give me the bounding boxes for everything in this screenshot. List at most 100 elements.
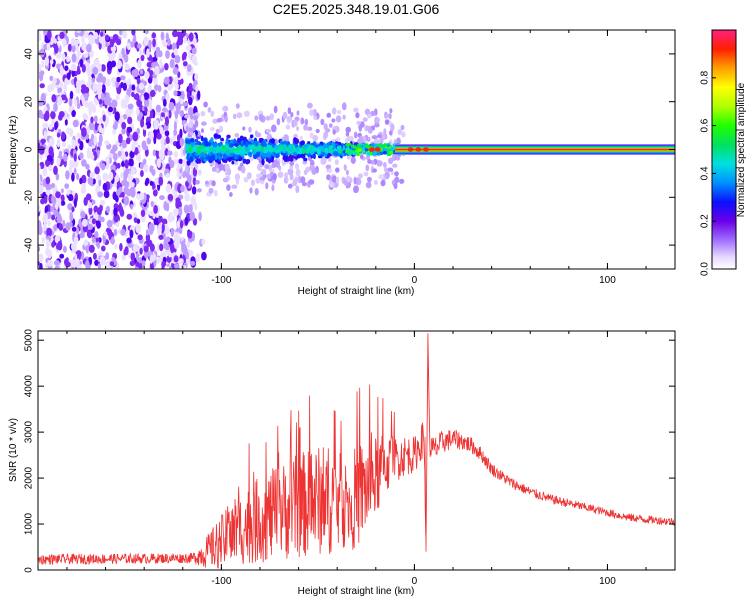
spectrogram-cell (269, 113, 274, 121)
spectrogram-cell (66, 127, 71, 135)
spectrogram-cell (154, 84, 159, 91)
spectrogram-cell (198, 146, 204, 150)
spectrogram-cell (160, 31, 165, 41)
spectrogram-cell (62, 245, 67, 253)
spectrogram-cell (113, 207, 118, 217)
spectrogram-cell (85, 259, 90, 269)
spectrogram-cell (116, 189, 121, 197)
spectrogram-cell (38, 184, 44, 195)
spectrogram-cell (88, 75, 92, 82)
spectrogram-cell (266, 144, 272, 149)
spectrogram-cell (271, 184, 275, 192)
spectrogram-cell (249, 134, 254, 139)
spectrogram-cell (342, 114, 346, 120)
spectrogram-cell (186, 64, 192, 72)
spectrogram-cell (379, 151, 384, 156)
spectrogram-cell (296, 110, 300, 116)
spectrogram-cell (165, 136, 170, 145)
spectrogram-cell (185, 45, 192, 52)
spectrogram-cell (287, 107, 291, 115)
spectrogram-cell (241, 166, 246, 174)
spectrogram-cell (136, 77, 141, 85)
spectrogram-cell (43, 213, 48, 221)
spectrogram-cell (303, 124, 308, 131)
spectrogram-cell (62, 38, 67, 48)
spectrogram-cell (353, 176, 357, 185)
spectrogram-cell (152, 149, 156, 157)
spectrogram-cell (159, 126, 164, 135)
spectrogram-cell (38, 246, 41, 252)
spectrogram-cell (85, 163, 90, 170)
spectrogram-cell (313, 115, 318, 121)
spectrogram-cell (159, 151, 165, 161)
snr-x-label: Height of straight line (km) (298, 586, 415, 597)
spectrogram-cell (79, 152, 84, 160)
spectrogram-cell (296, 146, 300, 152)
spectrogram-cell (114, 111, 120, 122)
spectrogram-cell (182, 246, 188, 256)
spectrogram-cell (97, 63, 102, 73)
spectrogram-cell (292, 178, 298, 187)
spectrogram-cell (45, 239, 50, 249)
spectrogram-cell (210, 110, 215, 118)
spectrogram-cell (141, 260, 146, 268)
spectrogram-cell (124, 159, 129, 169)
spectrogram-cell (43, 130, 48, 141)
spectrogram-cell (122, 30, 128, 39)
spectrogram-cell (333, 151, 339, 157)
spectrogram-cell (263, 148, 269, 154)
spectrogram-cell (199, 156, 205, 161)
spectrogram-cell (334, 159, 339, 165)
spectrogram-cell (389, 108, 393, 114)
spectrogram-cell (93, 31, 99, 40)
spectrogram-cell (137, 234, 143, 241)
spectrogram-cell (54, 44, 59, 54)
spectrogram-cell (335, 167, 340, 173)
spectrogram-cell (127, 103, 134, 110)
spectrogram-axes: -100 0 100 -40 -20 0 20 40 (24, 30, 675, 286)
spectrogram-cell (71, 53, 77, 63)
spectrogram-cell (366, 151, 371, 156)
spectrogram-cell (309, 109, 314, 116)
spectrogram-cell (104, 174, 110, 180)
spectrogram-cell (48, 164, 53, 172)
spectrogram-cell (76, 264, 82, 269)
spectrogram-cell (227, 168, 232, 176)
spectrogram-cell (174, 54, 181, 64)
spectrogram-cell (75, 250, 82, 259)
spectrogram-cell (118, 133, 123, 144)
spectrogram-cell (372, 168, 377, 173)
spectrogram-cell (355, 112, 360, 119)
spectrogram-cell (132, 37, 136, 43)
spectrogram-cell (96, 149, 101, 155)
spectrogram-cell (322, 144, 327, 149)
spectrogram-cell (93, 115, 98, 123)
spectrogram-cell (407, 147, 414, 152)
spectrogram-cell (39, 262, 43, 269)
spectrogram-cell (250, 179, 255, 187)
spectrogram-cell (245, 159, 249, 165)
spectrogram-cell (144, 30, 149, 35)
spectrogram-cell (159, 59, 163, 69)
spectrogram-cell (261, 152, 266, 158)
spectrogram-cell (162, 40, 168, 48)
spectrogram-cell (312, 153, 316, 160)
spectrogram-cell (343, 164, 347, 171)
y-tick-label: 4000 (24, 375, 35, 398)
spectrogram-cell (217, 142, 222, 147)
spectrogram-cell (211, 166, 217, 172)
spectrogram-cell (143, 98, 150, 108)
spectrogram-cell (59, 65, 64, 74)
spectrogram-cell (102, 182, 108, 191)
spectrogram-cell (139, 162, 144, 170)
spectrogram-cell (112, 144, 118, 152)
colorbar-tick-label: 0.0 (700, 262, 711, 276)
spectrogram-cell (158, 215, 162, 224)
spectrogram-cell (189, 211, 195, 221)
spectrogram-cell (226, 134, 231, 139)
spectrogram-cell (367, 113, 372, 119)
spectrogram-cell (191, 54, 197, 65)
spectrogram-cell (88, 202, 93, 209)
spectrogram-cell (235, 177, 240, 185)
spectrogram-cell (169, 105, 174, 111)
